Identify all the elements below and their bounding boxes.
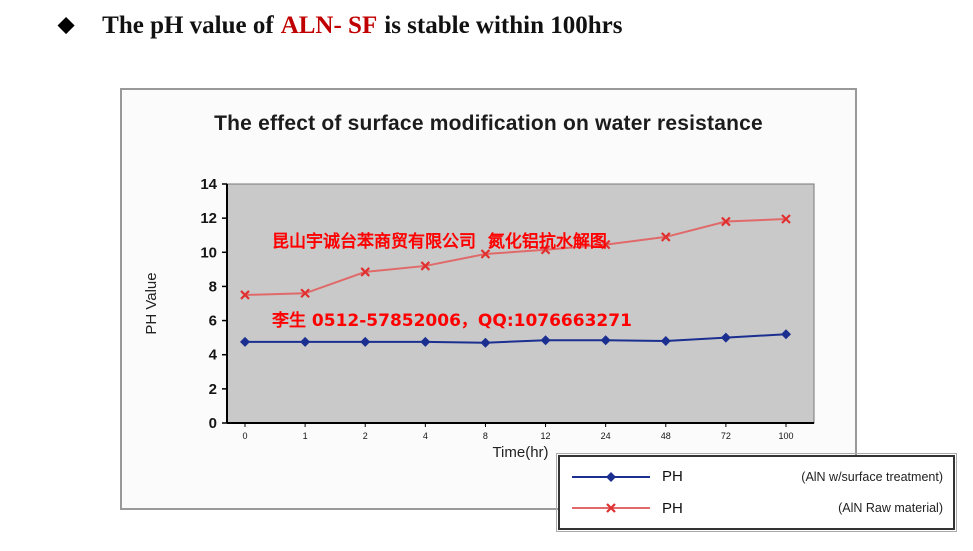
diamond-marker-icon bbox=[480, 337, 491, 348]
legend-marker-diamond-icon bbox=[572, 471, 650, 482]
x-marker-icon bbox=[781, 214, 791, 224]
svg-text:0: 0 bbox=[209, 415, 217, 432]
diamond-marker-icon bbox=[300, 336, 311, 347]
x-marker-icon bbox=[420, 261, 431, 271]
svg-text:12: 12 bbox=[541, 431, 551, 441]
svg-text:0: 0 bbox=[242, 431, 247, 441]
svg-text:8: 8 bbox=[483, 431, 488, 441]
diamond-marker-icon bbox=[420, 336, 431, 347]
chart-container: The effect of surface modification on wa… bbox=[120, 88, 857, 510]
diamond-marker-icon bbox=[606, 471, 616, 482]
svg-text:48: 48 bbox=[661, 431, 671, 441]
page-title: ◆ The pH value of ALN- SF is stable within … bbox=[58, 12, 622, 40]
legend-label: PH bbox=[662, 499, 683, 517]
diamond-marker-icon bbox=[781, 329, 791, 340]
svg-text:14: 14 bbox=[200, 176, 217, 193]
watermark-line-2: 李生 0512-57852006，QQ:1076663271 bbox=[272, 310, 632, 331]
title-highlight: ALN- SF bbox=[280, 12, 378, 39]
diamond-marker-icon bbox=[720, 332, 731, 343]
watermark-line-1: 昆山宇诚台苯商贸有限公司 氮化铝抗水解图 bbox=[272, 231, 607, 252]
title-prefix: The pH value of bbox=[102, 12, 274, 39]
chart-title: The effect of surface modification on wa… bbox=[214, 112, 763, 135]
diamond-marker-icon bbox=[240, 336, 250, 347]
series-line bbox=[244, 217, 787, 296]
x-marker-icon bbox=[661, 232, 671, 242]
svg-text:2: 2 bbox=[363, 431, 368, 441]
x-marker-icon bbox=[600, 239, 611, 250]
svg-text:72: 72 bbox=[721, 431, 731, 441]
x-marker-icon bbox=[480, 249, 491, 259]
x-axis-label: Time(hr) bbox=[492, 444, 548, 460]
svg-text:1: 1 bbox=[303, 431, 308, 441]
x-marker-icon bbox=[360, 267, 370, 277]
svg-text:4: 4 bbox=[423, 431, 428, 441]
legend-label: PH bbox=[662, 468, 683, 486]
bullet-diamond-icon: ◆ bbox=[58, 12, 75, 36]
x-marker-icon bbox=[300, 288, 310, 299]
legend-marker-x-icon bbox=[572, 503, 650, 514]
diamond-marker-icon bbox=[600, 335, 611, 346]
x-marker-icon bbox=[240, 290, 250, 300]
svg-text:12: 12 bbox=[200, 210, 217, 227]
diamond-marker-icon bbox=[660, 336, 671, 347]
diamond-marker-icon bbox=[360, 336, 371, 347]
watermark-text: 昆山宇诚台苯商贸有限公司 氮化铝抗水解图 李生 0512-57852006，QQ… bbox=[272, 176, 632, 387]
svg-text:24: 24 bbox=[601, 431, 611, 441]
diamond-marker-icon bbox=[540, 335, 551, 346]
legend: PH (AlN w/surface treatment) PH (AlN Raw… bbox=[556, 453, 957, 532]
svg-text:6: 6 bbox=[209, 313, 217, 330]
svg-text:4: 4 bbox=[209, 347, 218, 364]
svg-text:100: 100 bbox=[778, 431, 793, 441]
legend-description: (AlN Raw material) bbox=[838, 501, 943, 516]
y-axis-label: PH Value bbox=[143, 272, 160, 334]
x-marker-icon bbox=[606, 503, 616, 514]
legend-description: (AlN w/surface treatment) bbox=[801, 469, 943, 484]
x-marker-icon bbox=[721, 216, 731, 227]
svg-text:10: 10 bbox=[200, 244, 217, 261]
series-line bbox=[245, 333, 787, 344]
legend-row-raw-material: PH (AlN Raw material) bbox=[570, 499, 943, 517]
svg-text:8: 8 bbox=[209, 278, 217, 295]
title-suffix: is stable within 100hrs bbox=[384, 12, 623, 39]
legend-row-surface-treatment: PH (AlN w/surface treatment) bbox=[570, 468, 943, 486]
x-marker-icon bbox=[540, 244, 551, 255]
svg-text:2: 2 bbox=[209, 381, 217, 398]
